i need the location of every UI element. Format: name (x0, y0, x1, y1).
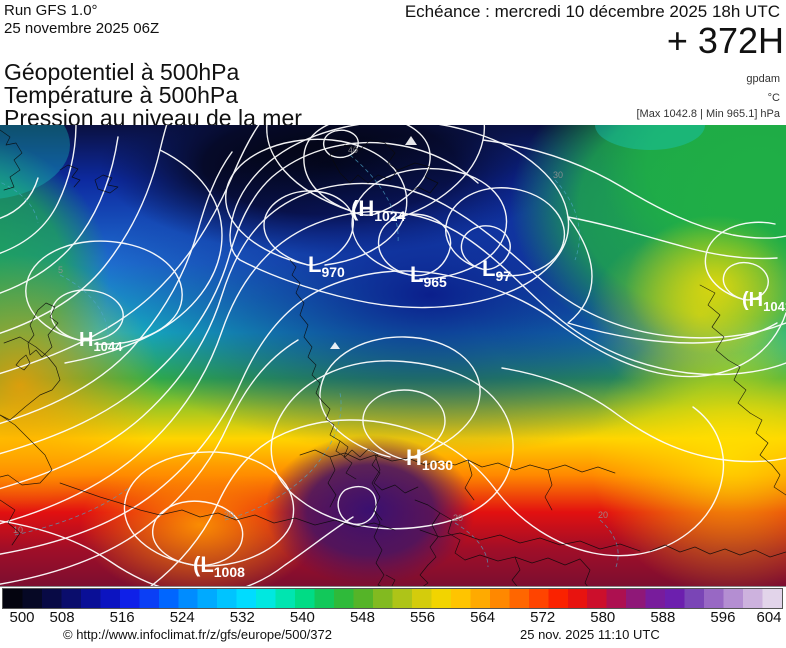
svg-text:20: 20 (598, 510, 608, 520)
svg-text:10: 10 (13, 525, 23, 535)
svg-text:30: 30 (553, 170, 563, 180)
svg-text:5: 5 (58, 265, 63, 275)
svg-text:20: 20 (453, 513, 463, 523)
